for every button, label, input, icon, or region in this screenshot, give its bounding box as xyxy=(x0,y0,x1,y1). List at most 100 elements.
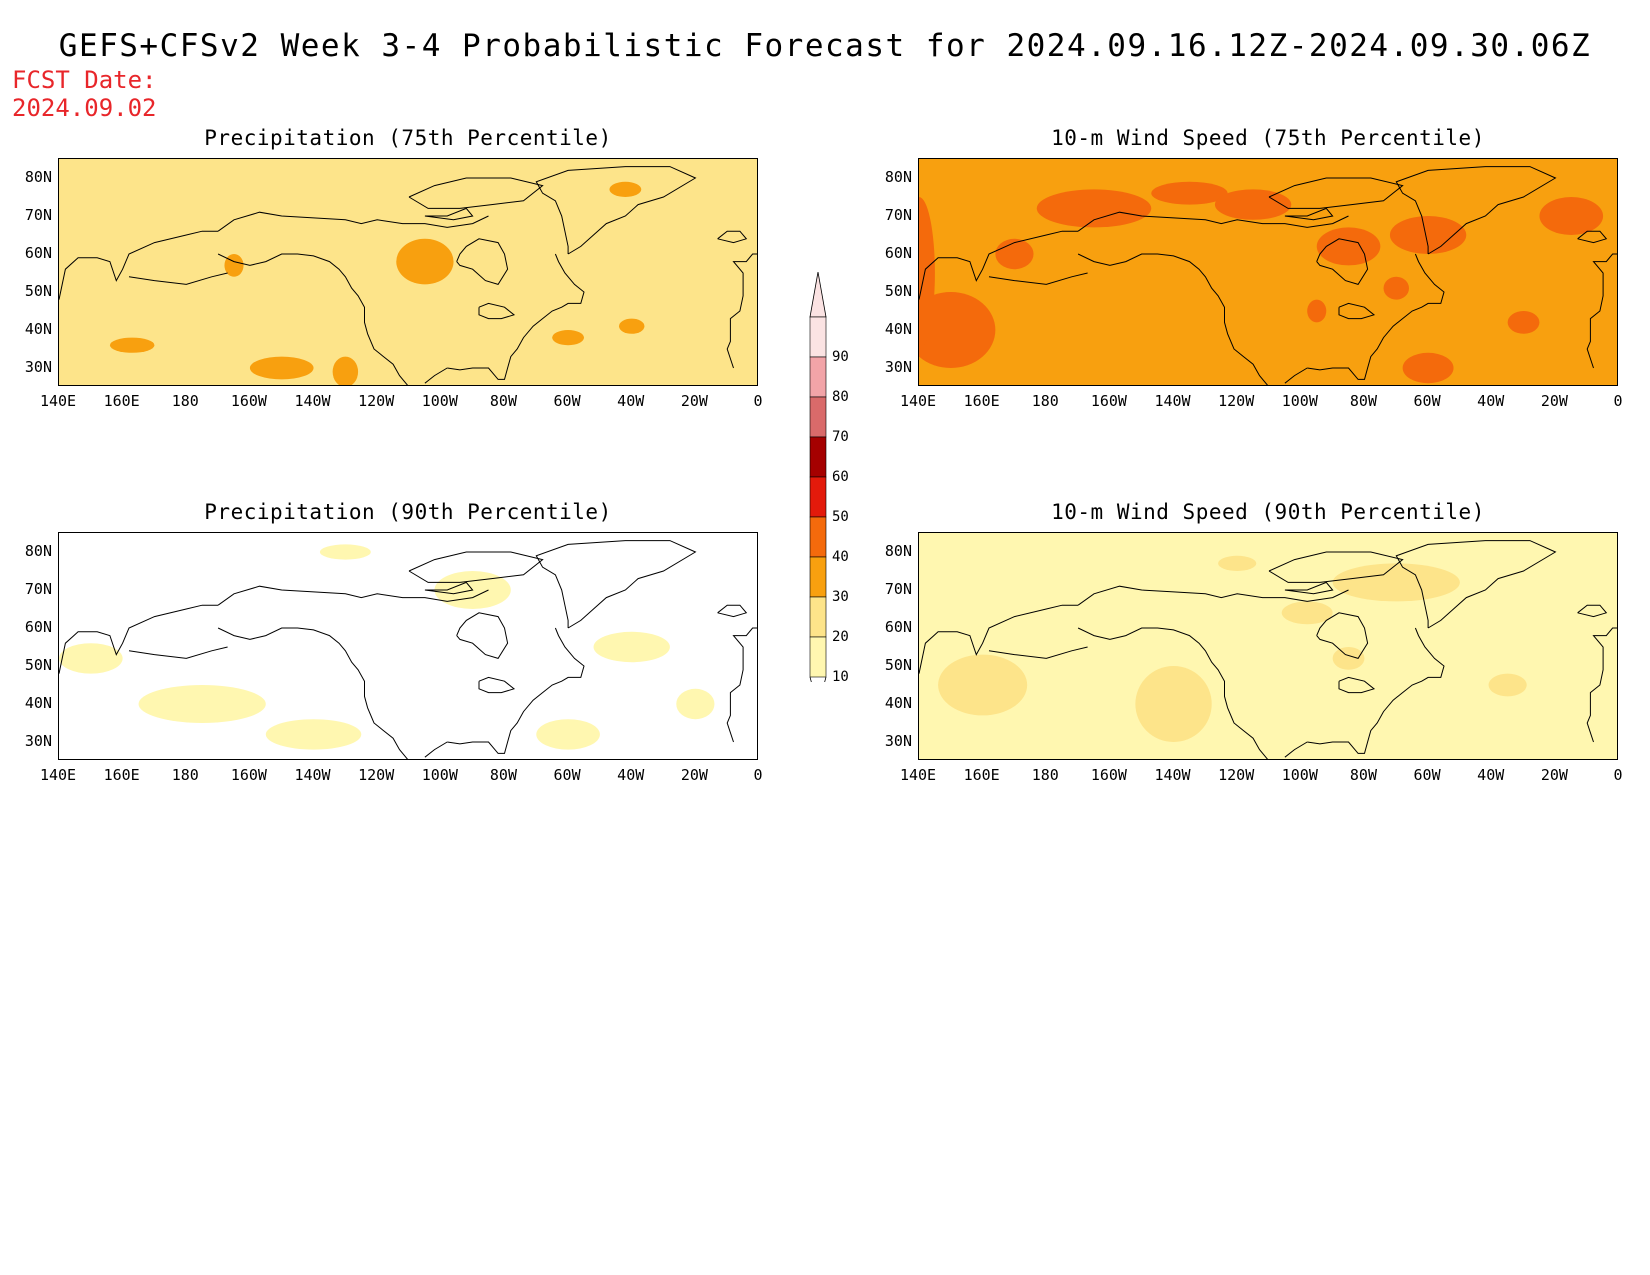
y-tick-label: 60N xyxy=(884,618,912,636)
x-tick-label: 120W xyxy=(1218,392,1255,410)
precip-90-field xyxy=(59,533,757,759)
x-tick-label: 80W xyxy=(1349,392,1377,410)
x-tick-label: 0 xyxy=(1613,392,1623,410)
coastline xyxy=(1284,581,1334,595)
y-tick-label: 30N xyxy=(24,358,52,376)
precip-75-field xyxy=(59,159,757,385)
x-tick-label: 160W xyxy=(1090,392,1127,410)
probability-area xyxy=(1214,189,1292,220)
coastline xyxy=(217,627,408,759)
x-tick-label: 20W xyxy=(1540,392,1568,410)
coastline xyxy=(717,230,748,244)
probability-area xyxy=(676,688,715,720)
probability-area xyxy=(1507,311,1540,334)
x-tick-label: 100W xyxy=(421,766,458,784)
y-tick-label: 70N xyxy=(24,206,52,224)
x-tick-label: 180 xyxy=(171,766,199,784)
x-tick-label: 160E xyxy=(103,392,140,410)
probability-area xyxy=(1307,299,1327,323)
x-tick-label: 180 xyxy=(171,392,199,410)
probability-area xyxy=(593,631,670,663)
x-tick-label: 160W xyxy=(230,766,267,784)
x-tick-label: 60W xyxy=(1413,392,1441,410)
coastline xyxy=(1284,741,1308,758)
coastline xyxy=(217,585,489,606)
y-tick-label: 60N xyxy=(24,244,52,262)
probability-area xyxy=(138,685,266,723)
coastline xyxy=(535,540,697,629)
colorbar-label: 90 xyxy=(832,349,849,365)
probability-area xyxy=(938,654,1028,716)
coastline xyxy=(1077,253,1268,385)
x-tick-label: 140W xyxy=(294,766,331,784)
coastline xyxy=(919,604,1079,674)
y-tick-label: 40N xyxy=(24,694,52,712)
colorbar-segment xyxy=(809,596,827,638)
y-tick-label: 30N xyxy=(884,358,912,376)
coastline xyxy=(408,177,544,209)
y-tick-label: 30N xyxy=(24,732,52,750)
x-tick-label: 100W xyxy=(1281,392,1318,410)
coastline xyxy=(919,230,1079,300)
coastline xyxy=(478,676,516,694)
coastline xyxy=(424,367,448,384)
coastline xyxy=(717,604,748,618)
x-tick-label: 0 xyxy=(1613,766,1623,784)
x-tick-label: 0 xyxy=(753,392,763,410)
coastline xyxy=(1284,207,1334,221)
y-tick-label: 50N xyxy=(884,282,912,300)
x-tick-label: 80W xyxy=(489,766,517,784)
colorbar-label: 70 xyxy=(832,429,849,445)
coastline xyxy=(1307,627,1445,754)
y-tick-label: 70N xyxy=(884,580,912,598)
coastline xyxy=(726,627,757,743)
x-tick-label: 40W xyxy=(617,392,645,410)
x-tick-label: 100W xyxy=(1281,766,1318,784)
coastline xyxy=(1316,238,1369,285)
coastline xyxy=(456,612,509,659)
x-tick-label: 160E xyxy=(103,766,140,784)
probability-area xyxy=(1488,673,1527,697)
y-tick-label: 70N xyxy=(24,580,52,598)
y-tick-label: 50N xyxy=(24,282,52,300)
probability-area xyxy=(319,544,371,560)
coastline xyxy=(217,253,408,385)
x-tick-label: 140W xyxy=(1154,392,1191,410)
probability-area xyxy=(919,197,935,349)
wind-75-map xyxy=(918,158,1618,386)
probability-area xyxy=(396,238,454,285)
y-tick-label: 50N xyxy=(884,656,912,674)
x-tick-label: 140E xyxy=(899,392,937,410)
colorbar-segment xyxy=(809,516,827,558)
x-tick-label: 80W xyxy=(1349,766,1377,784)
colorbar-label: 20 xyxy=(832,629,849,645)
colorbar-label: 40 xyxy=(832,549,849,565)
coastline xyxy=(59,230,219,300)
x-tick-label: 140W xyxy=(1154,766,1191,784)
probability-area xyxy=(1402,352,1454,384)
colorbar-segment xyxy=(809,636,827,678)
wind-90-field xyxy=(919,533,1617,759)
coastline xyxy=(424,207,474,221)
coastline xyxy=(128,646,228,659)
coastline xyxy=(1268,177,1404,209)
coastline xyxy=(1586,627,1617,743)
probability-area xyxy=(995,238,1034,270)
probability-area xyxy=(609,181,642,197)
probability-area xyxy=(1389,216,1467,254)
colorbar-scale xyxy=(809,272,827,682)
probability-area xyxy=(552,330,584,346)
probability-area xyxy=(1036,189,1152,228)
x-tick-label: 160E xyxy=(963,766,1000,784)
coastline xyxy=(217,211,489,232)
y-tick-label: 80N xyxy=(884,168,912,186)
coastline xyxy=(1077,627,1268,759)
probability-area xyxy=(1218,555,1257,571)
colorbar-bottom-arrow xyxy=(809,676,827,682)
probability-area xyxy=(59,643,123,674)
probability-area xyxy=(332,356,359,385)
probability-area xyxy=(1383,276,1409,300)
x-tick-label: 40W xyxy=(617,766,645,784)
colorbar-label: 50 xyxy=(832,509,849,525)
coastline xyxy=(1395,166,1557,255)
